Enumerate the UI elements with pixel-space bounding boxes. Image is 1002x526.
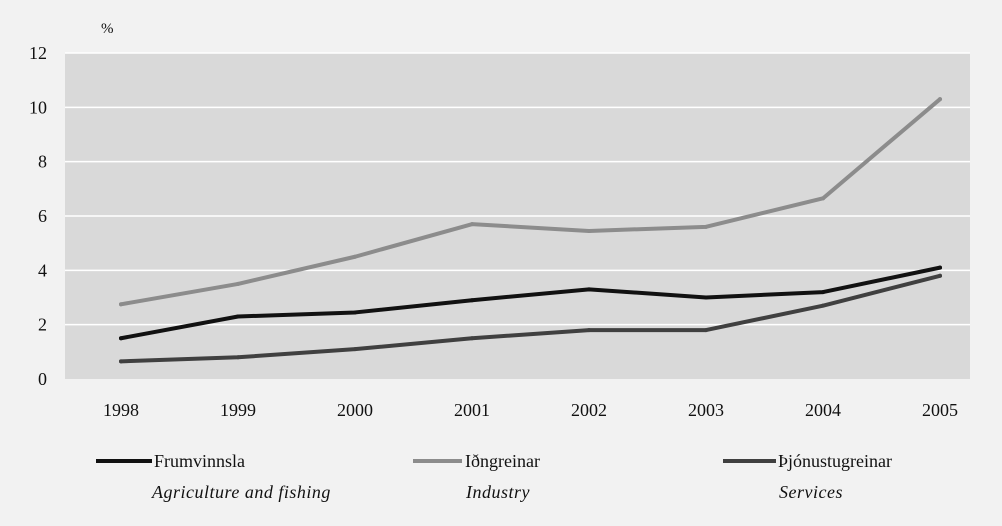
y-unit-label: % (101, 21, 114, 37)
y-tick-label: 12 (29, 43, 47, 63)
x-tick-label: 2001 (454, 400, 490, 420)
data-point (938, 97, 942, 102)
legend-label-en: Agriculture and fishing (151, 482, 331, 502)
data-point (353, 347, 357, 352)
legend-label: Iðngreinar (465, 451, 540, 471)
gridlines (65, 52, 970, 326)
x-tick-label: 1999 (220, 400, 256, 420)
data-point (938, 273, 942, 278)
data-point (470, 298, 474, 303)
y-tick-label: 0 (38, 369, 47, 389)
x-tick-label: 2002 (571, 400, 607, 420)
data-point (353, 310, 357, 315)
data-point (704, 224, 708, 229)
legend: Frumvinnsla Agriculture and fishing Iðngre… (96, 451, 892, 502)
data-point (353, 254, 357, 259)
data-point (821, 290, 825, 295)
series-line-0 (119, 265, 942, 341)
y-tick-label: 4 (38, 260, 47, 280)
data-point (587, 228, 591, 233)
y-tick-label: 10 (29, 97, 47, 117)
data-point (821, 303, 825, 308)
x-tick-label: 2003 (688, 400, 724, 420)
legend-label: Þjónustugreinar (778, 451, 892, 471)
data-point (119, 336, 123, 341)
data-point (236, 281, 240, 286)
data-point (704, 328, 708, 333)
x-tick-label: 2004 (805, 400, 841, 420)
x-axis-ticks: 1998 1999 2000 2001 2002 2003 2004 2005 (103, 400, 958, 420)
y-tick-label: 8 (38, 152, 47, 172)
series-line-1 (119, 97, 942, 307)
legend-label: Frumvinnsla (154, 451, 245, 471)
data-point (587, 287, 591, 292)
x-tick-label: 2005 (922, 400, 958, 420)
data-point (119, 302, 123, 307)
y-tick-label: 6 (38, 206, 47, 226)
series-lines (119, 97, 942, 364)
data-point (938, 265, 942, 270)
data-point (587, 328, 591, 333)
data-point (119, 359, 123, 364)
legend-label-en: Services (779, 482, 843, 502)
y-tick-label: 2 (38, 315, 47, 335)
data-point (821, 196, 825, 201)
y-axis-ticks: 0 2 4 6 8 10 12 (29, 43, 47, 389)
series-line-2 (119, 273, 942, 364)
data-point (470, 336, 474, 341)
x-tick-label: 1998 (103, 400, 139, 420)
data-point (236, 314, 240, 319)
x-tick-label: 2000 (337, 400, 373, 420)
legend-label-en: Industry (465, 482, 530, 502)
data-point (236, 355, 240, 360)
data-point (704, 295, 708, 300)
data-point (470, 222, 474, 227)
